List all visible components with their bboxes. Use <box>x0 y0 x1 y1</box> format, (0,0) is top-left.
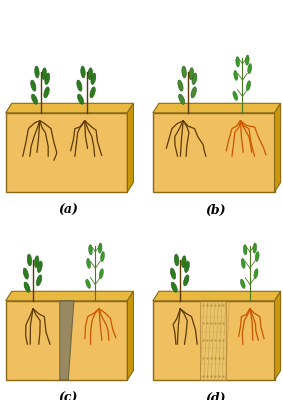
Ellipse shape <box>178 80 183 91</box>
Ellipse shape <box>24 282 30 292</box>
Ellipse shape <box>42 68 46 80</box>
Ellipse shape <box>37 261 42 272</box>
Ellipse shape <box>240 279 245 288</box>
Ellipse shape <box>77 80 82 91</box>
Text: (d): (d) <box>205 392 225 400</box>
Ellipse shape <box>171 282 177 292</box>
Polygon shape <box>6 291 134 301</box>
Ellipse shape <box>179 94 185 104</box>
Ellipse shape <box>253 243 257 253</box>
Ellipse shape <box>78 94 84 104</box>
Ellipse shape <box>236 57 239 67</box>
Polygon shape <box>200 301 226 380</box>
Ellipse shape <box>98 243 102 253</box>
Polygon shape <box>127 103 134 192</box>
Ellipse shape <box>182 256 186 268</box>
Ellipse shape <box>89 245 92 255</box>
Ellipse shape <box>81 66 85 78</box>
Ellipse shape <box>86 279 91 288</box>
Ellipse shape <box>91 73 96 84</box>
Ellipse shape <box>87 258 91 268</box>
Ellipse shape <box>100 252 104 262</box>
Text: (b): (b) <box>205 204 225 217</box>
Ellipse shape <box>254 269 258 278</box>
FancyBboxPatch shape <box>6 113 127 192</box>
Ellipse shape <box>234 70 238 80</box>
Ellipse shape <box>27 254 32 266</box>
Ellipse shape <box>35 66 39 78</box>
Ellipse shape <box>245 55 249 65</box>
Ellipse shape <box>248 64 252 74</box>
Ellipse shape <box>37 275 42 286</box>
Ellipse shape <box>35 256 39 268</box>
Ellipse shape <box>174 254 179 266</box>
Ellipse shape <box>233 91 238 100</box>
Ellipse shape <box>246 81 250 90</box>
Polygon shape <box>153 103 280 113</box>
Ellipse shape <box>90 87 95 98</box>
Polygon shape <box>60 301 74 380</box>
FancyBboxPatch shape <box>153 113 275 192</box>
Polygon shape <box>127 291 134 380</box>
Ellipse shape <box>99 269 103 278</box>
Ellipse shape <box>243 245 247 255</box>
Polygon shape <box>6 103 134 113</box>
Ellipse shape <box>185 261 189 272</box>
Ellipse shape <box>31 80 36 91</box>
Ellipse shape <box>31 94 38 104</box>
Polygon shape <box>275 291 280 380</box>
Ellipse shape <box>241 258 245 268</box>
Polygon shape <box>275 103 280 192</box>
Ellipse shape <box>182 66 186 78</box>
Ellipse shape <box>45 73 50 84</box>
Ellipse shape <box>88 68 93 80</box>
Ellipse shape <box>189 68 194 80</box>
FancyBboxPatch shape <box>153 301 275 380</box>
Ellipse shape <box>44 87 49 98</box>
Ellipse shape <box>191 87 196 98</box>
Ellipse shape <box>192 73 197 84</box>
Polygon shape <box>153 291 280 301</box>
Ellipse shape <box>23 268 29 279</box>
Ellipse shape <box>170 268 176 279</box>
Text: (a): (a) <box>58 204 78 217</box>
Text: (c): (c) <box>58 392 78 400</box>
Ellipse shape <box>255 252 259 262</box>
FancyBboxPatch shape <box>6 301 127 380</box>
Ellipse shape <box>184 275 189 286</box>
